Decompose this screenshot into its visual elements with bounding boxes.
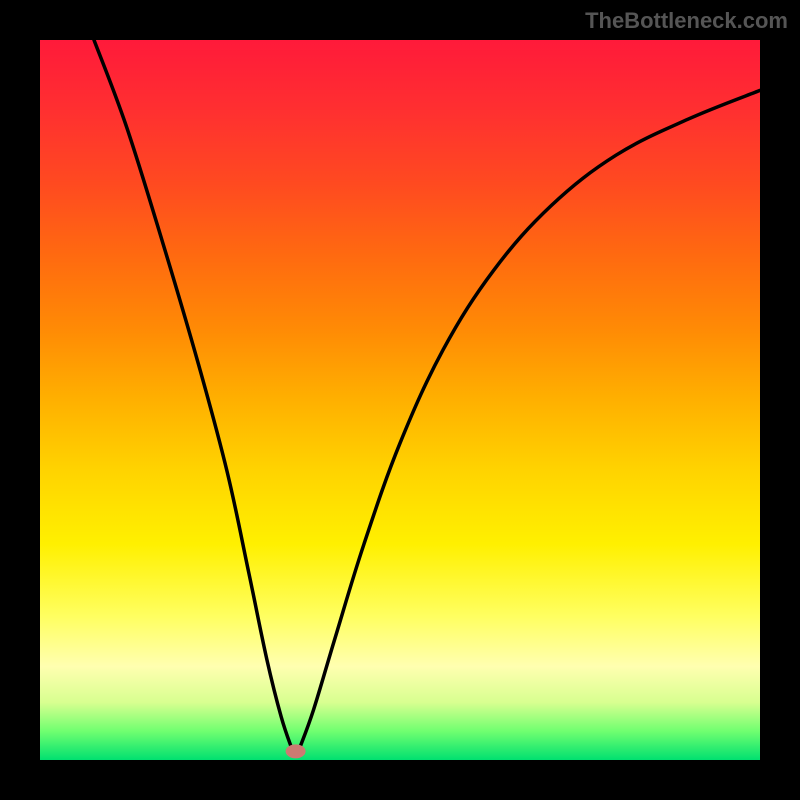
bottleneck-chart — [0, 0, 800, 800]
watermark-text: TheBottleneck.com — [585, 8, 788, 34]
optimal-point-dot — [286, 744, 306, 758]
plot-background — [40, 40, 760, 760]
chart-container: { "watermark": { "text": "TheBottleneck.… — [0, 0, 800, 800]
